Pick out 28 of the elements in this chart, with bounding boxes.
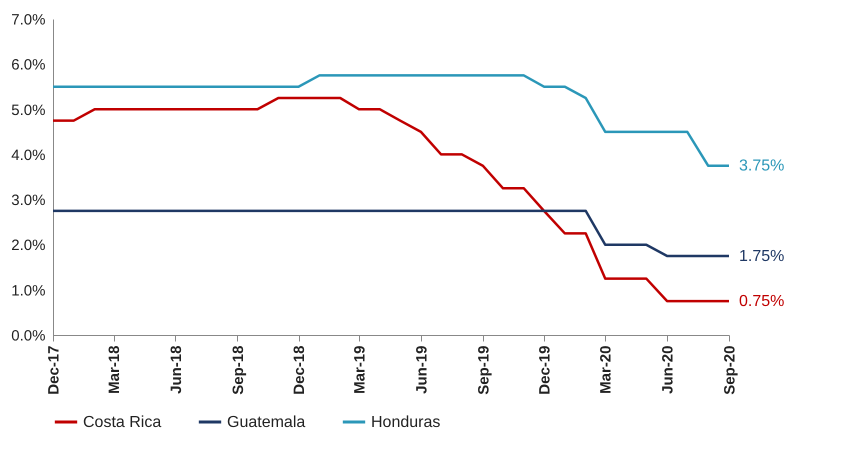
x-tick-label: Jun-19 xyxy=(413,346,430,394)
y-tick-label: 1.0% xyxy=(11,282,46,300)
x-tick-label: Mar-18 xyxy=(106,346,124,394)
x-tick-label: Dec-17 xyxy=(46,346,62,395)
y-tick-label: 2.0% xyxy=(11,237,46,254)
data-label: 0.75% xyxy=(739,293,784,310)
y-tick-label: 7.0% xyxy=(11,12,46,28)
y-tick-label: 6.0% xyxy=(11,56,46,74)
y-tick-label: 4.0% xyxy=(11,146,46,164)
x-tick-label: Mar-20 xyxy=(598,346,615,394)
x-tick-label: Sep-18 xyxy=(230,346,247,395)
data-label: 3.75% xyxy=(739,158,784,175)
y-tick-label: 0.0% xyxy=(11,328,46,344)
legend-label: Costa Rica xyxy=(83,414,162,431)
legend-label: Guatemala xyxy=(227,414,306,431)
x-tick-label: Mar-19 xyxy=(352,346,369,394)
x-tick-label: Dec-18 xyxy=(291,346,308,395)
legend-label: Honduras xyxy=(371,414,440,431)
x-tick-label: Jun-18 xyxy=(168,346,185,394)
x-tick-label: Sep-20 xyxy=(722,346,738,395)
y-tick-label: 3.0% xyxy=(11,192,46,210)
y-tick-label: 5.0% xyxy=(11,102,46,119)
x-tick-label: Jun-20 xyxy=(660,346,677,394)
x-tick-label: Dec-19 xyxy=(536,346,554,395)
line-series xyxy=(52,96,730,302)
x-tick-label: Sep-19 xyxy=(475,346,492,395)
data-label: 1.75% xyxy=(739,248,784,265)
line-series xyxy=(52,74,730,167)
